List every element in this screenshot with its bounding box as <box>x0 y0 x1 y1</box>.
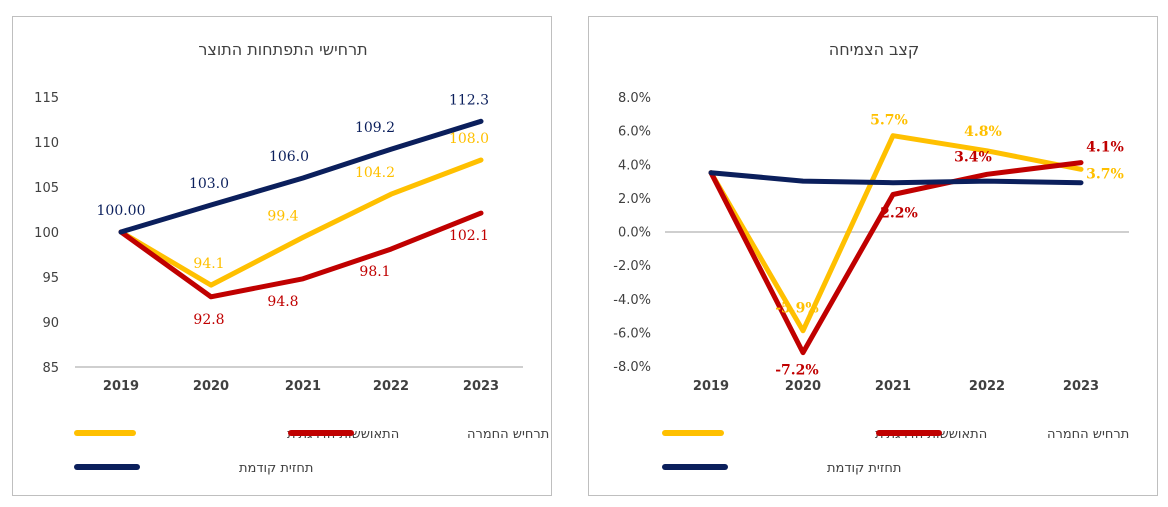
x-tick-label: 2023 <box>463 379 499 394</box>
series-line-previous <box>708 170 1084 186</box>
data-label: 98.1 <box>359 264 390 280</box>
data-label: 94.1 <box>193 256 224 272</box>
series-line-severe <box>708 160 1084 356</box>
x-tick-label: 2022 <box>373 379 409 394</box>
data-label: 104.2 <box>355 165 395 181</box>
y-tick-label: 95 <box>42 271 59 286</box>
y-tick-label: 90 <box>42 316 59 331</box>
legend-label-severe: תרחיש החמרה <box>467 427 549 442</box>
data-label: -7.2% <box>775 363 818 379</box>
legend-label-previous: תחזית קודמת <box>827 461 901 476</box>
data-label: 102.1 <box>449 228 489 244</box>
legend-label-previous: תחזית קודמת <box>239 461 313 476</box>
data-label: 3.7% <box>1086 166 1124 182</box>
y-tick-label: -6.0% <box>613 326 651 341</box>
y-tick-label: 8.0% <box>618 91 651 106</box>
y-tick-label: -8.0% <box>613 360 651 375</box>
data-label: -5.9% <box>775 301 818 317</box>
x-tick-label: 2022 <box>969 379 1005 394</box>
x-tick-label: 2021 <box>285 379 321 394</box>
y-tick-label: 2.0% <box>618 192 651 207</box>
x-tick-label: 2021 <box>875 379 911 394</box>
y-tick-label: 0.0% <box>618 226 651 241</box>
x-tick-label: 2019 <box>693 379 729 394</box>
chart-title: קצב הצמיחה <box>829 40 919 59</box>
legend-label-severe: תרחיש החמרה <box>1047 427 1129 442</box>
y-tick-label: 6.0% <box>618 125 651 140</box>
data-label: 103.0 <box>189 176 229 192</box>
y-tick-label: 85 <box>42 361 59 376</box>
data-label: 106.0 <box>269 149 309 165</box>
data-label: 94.8 <box>267 294 298 310</box>
y-tick-label: 110 <box>34 136 59 151</box>
series-line-severe <box>118 210 484 300</box>
growth-rate-chart-panel: קצב הצמיחה 8.0% 6.0% 4.0% 2.0% 0.0% -2.0% -4.0%… <box>588 16 1158 496</box>
data-label: 100.00 <box>97 203 146 219</box>
data-label: 112.3 <box>449 92 489 108</box>
gdp-scenarios-chart: תרחישי התפתחות התוצר 115 110 105 100 95 90 85 20… <box>34 40 549 476</box>
x-tick-label: 2019 <box>103 379 139 394</box>
data-label: 92.8 <box>193 312 224 328</box>
data-label: 2.2% <box>880 206 918 222</box>
series-line-gradual <box>708 133 1084 334</box>
data-label: 99.4 <box>267 208 298 224</box>
y-tick-label: 115 <box>34 91 59 106</box>
x-tick-label: 2020 <box>193 379 229 394</box>
series-line-gradual <box>118 157 484 288</box>
data-label: 109.2 <box>355 120 395 136</box>
series-line-previous <box>118 118 484 235</box>
y-tick-label: -2.0% <box>613 259 651 274</box>
chart-title: תרחישי התפתחות התוצר <box>198 40 367 59</box>
gdp-scenarios-chart-panel: תרחישי התפתחות התוצר 115 110 105 100 95 90 85 20… <box>12 16 552 496</box>
x-tick-label: 2020 <box>785 379 821 394</box>
data-label: 108.0 <box>449 131 489 147</box>
y-tick-label: -4.0% <box>613 293 651 308</box>
y-tick-label: 100 <box>34 226 59 241</box>
data-label: 5.7% <box>870 113 908 129</box>
data-label: 3.4% <box>954 149 992 165</box>
y-tick-label: 105 <box>34 181 59 196</box>
data-label: 4.1% <box>1086 140 1124 156</box>
y-tick-label: 4.0% <box>618 158 651 173</box>
growth-rate-chart: קצב הצמיחה 8.0% 6.0% 4.0% 2.0% 0.0% -2.0% -4.0%… <box>613 40 1129 476</box>
data-label: 4.8% <box>964 124 1002 140</box>
x-tick-label: 2023 <box>1063 379 1099 394</box>
